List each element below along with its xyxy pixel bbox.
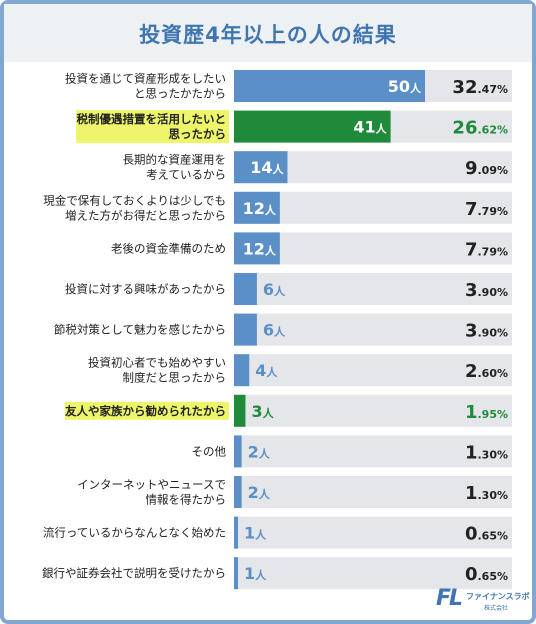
bar-track (234, 394, 512, 427)
value-label: 14人 (250, 158, 284, 177)
bar-track (234, 354, 512, 387)
value-label: 50人 (388, 77, 422, 96)
category-label: 増えた方がお得だと思ったから (65, 208, 226, 222)
bar (234, 151, 288, 184)
bar-track (234, 557, 512, 590)
bar (234, 232, 280, 265)
percent-label: 9.09% (465, 158, 508, 179)
category-label: 老後の資金準備のため (111, 241, 226, 255)
percent-label: 0.65% (465, 524, 508, 545)
percent-label: 3.90% (465, 321, 508, 342)
percent-label: 1.95% (465, 402, 508, 423)
category-label: 現金で保有しておくよりは少しでも (43, 193, 226, 207)
percent-label: 2.60% (465, 361, 508, 382)
bar (234, 394, 246, 427)
bar-track (234, 273, 512, 305)
percent-label: 7.79% (465, 239, 508, 260)
logo-name: ファイナンスラボ (466, 592, 530, 601)
percent-label: 1.30% (465, 442, 508, 463)
value-label: 41人 (353, 118, 387, 137)
bar-track (234, 191, 512, 224)
value-label: 2人 (248, 442, 271, 461)
value-label: 2人 (248, 483, 271, 502)
value-label: 3人 (251, 402, 274, 421)
value-label: 12人 (243, 239, 277, 258)
category-label: 銀行や証券会社で説明を受けたから (42, 566, 226, 580)
percent-label: 1.30% (465, 483, 508, 504)
bar (234, 476, 242, 508)
value-label: 4人 (255, 361, 278, 380)
percent-label: 32.47% (452, 77, 508, 98)
bar (234, 435, 242, 468)
bar (234, 557, 238, 590)
company-logo: FL ファイナンスラボ 株式会社 (436, 586, 530, 616)
bar (234, 70, 425, 102)
category-label: 長期的な資産運用を (123, 153, 227, 167)
category-label: 情報を得たから (146, 493, 227, 507)
category-label: 流行っているからなんとなく始めた (43, 526, 226, 540)
bar-track (234, 435, 512, 468)
bar (234, 273, 257, 305)
value-label: 1人 (244, 524, 267, 543)
category-label: 友人や家族から勧められたから (65, 404, 226, 418)
bar-track (234, 313, 512, 346)
label-highlight (76, 110, 229, 144)
percent-label: 7.79% (465, 199, 508, 220)
label-highlight (64, 401, 229, 420)
bar (234, 313, 257, 346)
bar-track (234, 476, 512, 508)
value-label: 1人 (244, 564, 267, 583)
bar (234, 191, 280, 224)
category-label: と思ったかたから (134, 87, 226, 101)
category-label: 考えているから (146, 168, 226, 182)
category-label: 投資初心者でも始めやすい (88, 356, 226, 370)
category-label: 思ったから (169, 127, 227, 141)
bar (234, 110, 391, 143)
bar (234, 516, 238, 549)
percent-label: 0.65% (465, 564, 508, 585)
bar (234, 354, 250, 387)
category-label: 節税対策として魅力を感じたから (54, 323, 226, 337)
category-label: 税制優遇措置を活用したいと (77, 112, 227, 126)
category-label: その他 (192, 444, 227, 458)
value-label: 6人 (263, 280, 286, 299)
category-label: 投資に対する興味があったから (65, 282, 226, 296)
logo-sub: 株式会社 (484, 605, 509, 612)
bar-track (234, 516, 512, 549)
bar-track (234, 232, 512, 265)
percent-label: 3.90% (465, 280, 508, 301)
category-label: インターネットやニュースで (77, 478, 226, 492)
category-label: 投資を通じて資産形成をしたい (65, 72, 226, 86)
value-label: 12人 (243, 199, 277, 218)
logo-mark: FL (436, 586, 463, 611)
category-label: 制度だと思ったから (123, 371, 227, 385)
percent-label: 26.62% (452, 118, 508, 139)
value-label: 6人 (263, 321, 286, 340)
chart-header: 投資歴4年以上の人の結果 (4, 4, 532, 62)
chart-title: 投資歴4年以上の人の結果 (139, 23, 397, 47)
